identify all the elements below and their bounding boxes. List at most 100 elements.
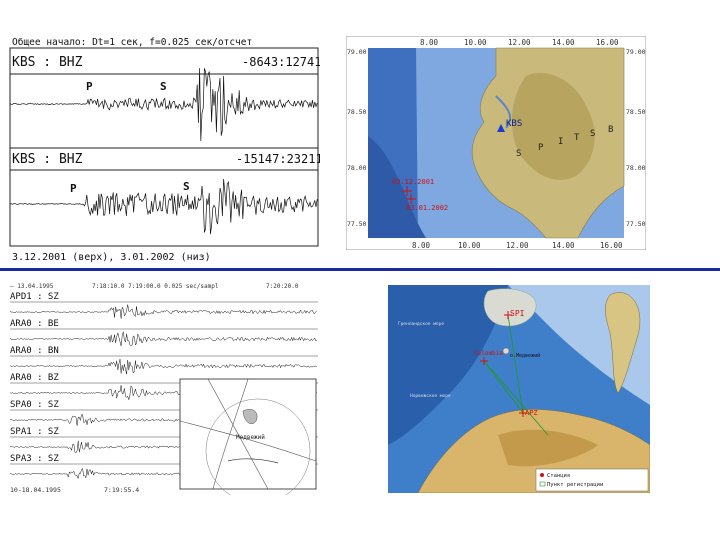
map-right-ticks: 79.00 78.50 78.00 77.50 — [626, 48, 646, 228]
tick-top: 10.00 — [464, 38, 487, 47]
seismogram-header: Общее начало: Dt=1 сек, f=0.025 сек/отсч… — [12, 37, 252, 48]
place-norwegian-sea: Норвежское море — [410, 393, 451, 399]
spitsbergen-highland — [511, 72, 595, 180]
place-greenland-sea: Гренландское море — [398, 321, 444, 327]
trace1-value: -8643:12741 — [242, 55, 320, 69]
channel-waveform — [9, 440, 180, 454]
kbs-station-label: KBS — [506, 119, 522, 129]
trace1-s-label: S — [160, 80, 167, 93]
kola-highland — [498, 429, 598, 467]
seismogram-panel: Общее начало: Dt=1 сек, f=0.025 сек/отсч… — [8, 36, 323, 264]
tick-left: 79.00 — [347, 48, 367, 56]
trace2-station: KBS : BHZ — [12, 152, 83, 167]
legend-station-label: Станция — [547, 473, 570, 479]
arctic-map-svg: SPI Colombia APZ о.Медвежий Норвежское м… — [388, 285, 651, 494]
legend-registration-marker — [539, 481, 546, 487]
region-letter: S — [516, 149, 521, 159]
channel-waveform — [9, 359, 317, 375]
trace2-p-label: P — [70, 182, 77, 195]
inset-line-3 — [212, 378, 249, 490]
channel-waveform — [9, 304, 318, 319]
tick-right: 77.50 — [626, 220, 646, 228]
channel-waveform — [9, 414, 180, 426]
tick-top: 8.00 — [420, 38, 439, 47]
inset-coast — [227, 458, 279, 464]
channel-label: SPA1 : SZ — [10, 427, 59, 437]
tick-bottom: 14.00 — [552, 241, 575, 250]
path-col-south — [483, 360, 549, 436]
trace1-p-label: P — [86, 80, 93, 93]
event-label-1: 03.12.2001 — [392, 178, 434, 186]
map-top-ticks: 8.00 10.00 12.00 14.00 16.00 — [420, 38, 619, 47]
region-letter: S — [590, 129, 595, 139]
tick-bottom: 10.00 — [458, 241, 481, 250]
spitsbergen-map-panel: 8.00 10.00 12.00 14.00 16.00 8.00 10.00 … — [345, 35, 647, 251]
trace2-waveform — [9, 178, 318, 235]
place-bear-island: о.Медвежий — [510, 353, 540, 359]
station-spi: SPI — [510, 309, 525, 318]
tick-top: 16.00 — [596, 38, 619, 47]
region-letter: I — [558, 137, 563, 147]
path-col-apz — [483, 360, 524, 414]
channel-label: APD1 : SZ — [10, 292, 59, 302]
trace1-station: KBS : BHZ — [12, 55, 83, 70]
station-apz: APZ — [525, 409, 538, 417]
spitsbergen-map-svg: 8.00 10.00 12.00 14.00 16.00 8.00 10.00 … — [345, 35, 647, 251]
event-label-2: 03.01.2002 — [406, 204, 448, 212]
section-divider — [0, 268, 720, 271]
trace2-value: -15147:23211 — [236, 152, 320, 166]
tick-right: 78.50 — [626, 108, 646, 116]
legend-registration-label: Пункт регистрации — [547, 482, 603, 488]
array-header-left: — 13.04.1995 — [10, 283, 54, 290]
seismogram-footer: 3.12.2001 (верх), 3.01.2002 (низ) — [12, 252, 211, 263]
region-letter: P — [538, 143, 544, 153]
tick-bottom: 12.00 — [506, 241, 529, 250]
array-footer-right: 7:19:55.4 — [104, 486, 139, 494]
tick-top: 14.00 — [552, 38, 575, 47]
region-letter: B — [608, 125, 613, 135]
array-header-mid: 7:18:10.0 7:19:00.0 0.025 sec/sampl — [92, 283, 219, 290]
region-letter: T — [574, 133, 580, 143]
tick-bottom: 8.00 — [412, 241, 431, 250]
tick-left: 78.00 — [347, 164, 367, 172]
map-bottom-ticks: 8.00 10.00 12.00 14.00 16.00 — [412, 241, 623, 250]
channel-label: SPA0 : SZ — [10, 400, 59, 410]
tick-top: 12.00 — [508, 38, 531, 47]
trace2-s-label: S — [183, 180, 190, 193]
legend-box — [535, 468, 649, 492]
channel-waveform — [9, 467, 180, 480]
channel-label: ARA0 : BN — [10, 346, 59, 356]
channel-label: ARA0 : BZ — [10, 373, 59, 383]
map-deep-sea-2 — [368, 136, 426, 238]
tick-bottom: 16.00 — [600, 241, 623, 250]
inset-line-1 — [179, 420, 317, 462]
event-marker-2 — [406, 194, 416, 204]
inset-label: Медвежий — [236, 434, 265, 441]
kbs-station-marker — [497, 124, 505, 132]
station-colombia: Colombia — [474, 350, 503, 357]
array-records-svg: — 13.04.1995 7:18:10.0 7:19:00.0 0.025 s… — [8, 281, 320, 504]
event-marker-1 — [402, 186, 412, 196]
channel-label: SPA3 : SZ — [10, 454, 59, 464]
novaya-zemlya-land — [605, 292, 641, 394]
tick-left: 78.50 — [347, 108, 367, 116]
inset-island — [242, 409, 258, 424]
tick-right: 78.00 — [626, 164, 646, 172]
arctic-deep-sea — [388, 285, 508, 445]
channel-waveform — [9, 331, 317, 347]
array-records-panel: — 13.04.1995 7:18:10.0 7:19:00.0 0.025 s… — [8, 281, 320, 504]
array-footer-left: 10-18.04.1995 — [10, 486, 61, 494]
seismogram-svg: Общее начало: Dt=1 сек, f=0.025 сек/отсч… — [9, 37, 323, 263]
svalbard-land — [483, 288, 537, 327]
array-header-right: 7:20:20.0 — [266, 283, 299, 290]
array-channels: APD1 : SZ ARA0 : BE ARA0 : BN ARA0 : BZ SPA0… — [9, 292, 318, 480]
tick-left: 77.50 — [347, 220, 367, 228]
arctic-map-panel: SPI Colombia APZ о.Медвежий Норвежское м… — [388, 285, 651, 494]
trace1-waveform — [9, 68, 318, 142]
path-spi-apz — [507, 314, 524, 414]
fjord — [495, 95, 512, 129]
bear-island — [502, 347, 510, 355]
legend-station-marker — [540, 473, 544, 477]
inset-map-frame — [179, 378, 317, 490]
seismogram-frame — [9, 47, 319, 247]
